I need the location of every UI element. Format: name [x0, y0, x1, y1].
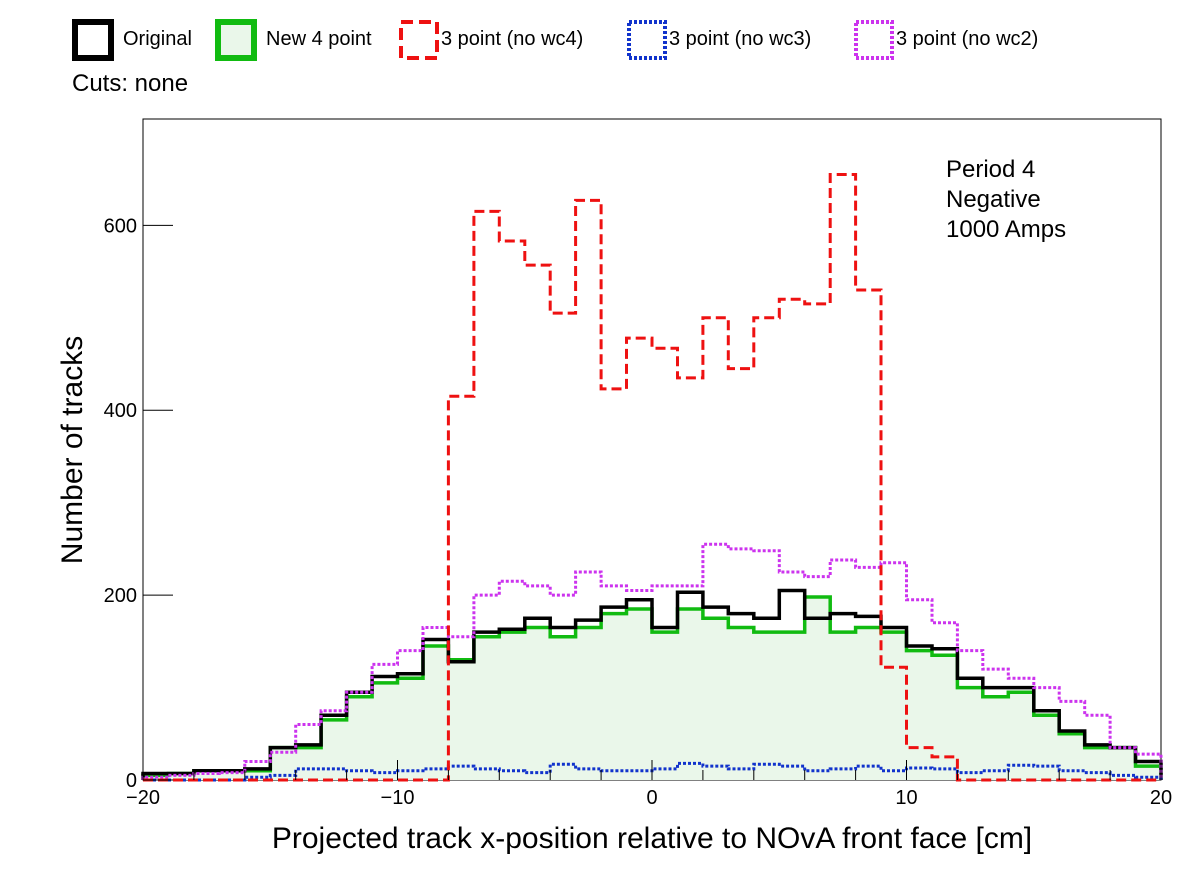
x-tick-label: 10: [895, 787, 917, 809]
legend-label-3-point-no-wc3: 3 point (no wc3): [669, 28, 811, 50]
bin-3-point-no-wc4-22: [703, 318, 728, 780]
x-tick-label: 20: [1150, 787, 1172, 809]
series-line-3-point-no-wc3: [143, 761, 1163, 782]
bin-3-point-no-wc2-34: [1008, 678, 1034, 780]
legend-swatch-3-point-no-wc3: [627, 20, 667, 60]
bin-3-point-no-wc2-8: [347, 692, 372, 780]
legend-item-new-4-point: New 4 point: [215, 19, 372, 61]
series-line-3-point-no-wc2: [141, 542, 1163, 780]
bin-3-point-no-wc2-32: [957, 651, 982, 780]
bin-3-point-no-wc2-35: [1034, 688, 1060, 780]
legend-label-original: Original: [123, 28, 192, 50]
bin-3-point-no-wc4-18: [601, 389, 626, 780]
series-3-point-no-wc2: [141, 542, 1163, 781]
bin-3-point-no-wc2-38: [1110, 748, 1136, 780]
series-line-3-point-no-wc4: [143, 173, 1161, 782]
bin-3-point-no-wc4-23: [728, 369, 754, 780]
annotation-polarity: Negative: [946, 186, 1041, 213]
legend-swatch-new-4-point: [215, 19, 257, 61]
bin-3-point-no-wc4-13: [474, 211, 499, 780]
x-tick-label: −20: [126, 787, 160, 809]
bin-3-point-no-wc4-21: [678, 378, 704, 780]
bin-3-point-no-wc4-15: [525, 265, 551, 780]
bin-3-point-no-wc2-37: [1085, 715, 1110, 780]
bin-3-point-no-wc4-17: [576, 200, 602, 780]
annotation-period: Period 4: [946, 156, 1035, 183]
legend-item-3-point-no-wc4: 3 point (no wc4): [399, 20, 583, 60]
annotation-current: 1000 Amps: [946, 216, 1066, 243]
legend-item-3-point-no-wc3: 3 point (no wc3): [627, 20, 811, 60]
bin-3-point-no-wc4-20: [652, 348, 678, 780]
bin-3-point-no-wc4-31: [932, 757, 958, 780]
bin-3-point-no-wc4-26: [805, 304, 831, 780]
bin-3-point-no-wc4-30: [907, 748, 933, 780]
bin-3-point-no-wc2-11: [423, 628, 448, 781]
bin-3-point-no-wc2-36: [1059, 701, 1085, 780]
bin-3-point-no-wc2-5: [270, 752, 295, 780]
legend-label-3-point-no-wc4: 3 point (no wc4): [441, 28, 583, 50]
bin-3-point-no-wc2-39: [1136, 754, 1162, 780]
legend-swatch-3-point-no-wc2: [854, 20, 894, 60]
bin-3-point-no-wc4-29: [881, 667, 907, 780]
y-tick-label: 0: [126, 770, 137, 792]
plot-annotation: Period 4 Negative 1000 Amps: [946, 156, 1066, 243]
legend-item-original: Original: [72, 19, 192, 61]
y-tick-label: 400: [104, 400, 137, 422]
x-tick-label: 0: [646, 787, 657, 809]
y-axis-title: Number of tracks: [56, 336, 89, 564]
bin-3-point-no-wc2-6: [296, 725, 321, 781]
series-3-point-no-wc4: [143, 173, 1161, 782]
series-3-point-no-wc3: [143, 761, 1163, 782]
bin-3-point-no-wc4-25: [779, 299, 805, 780]
x-tick-label: −10: [381, 787, 415, 809]
bin-3-point-no-wc2-9: [372, 664, 397, 780]
cuts-label: Cuts: none: [72, 70, 188, 97]
bin-3-point-no-wc4-27: [830, 175, 855, 781]
y-tick-label: 200: [104, 585, 137, 607]
bin-3-point-no-wc4-19: [627, 338, 653, 780]
bin-3-point-no-wc2-10: [398, 651, 424, 780]
plot-area: [141, 173, 1163, 782]
bin-3-point-no-wc4-12: [448, 396, 474, 780]
legend-swatch-original: [72, 19, 114, 61]
legend: Original New 4 point 3 point (no wc4) 3 poi…: [72, 19, 1038, 61]
legend-swatch-3-point-no-wc4: [399, 20, 439, 60]
y-tick-label: 600: [104, 215, 137, 237]
series-line-new-4-point: [141, 595, 1163, 780]
bin-3-point-no-wc2-7: [321, 711, 347, 780]
bin-3-point-no-wc2-4: [245, 762, 270, 781]
legend-label-3-point-no-wc2: 3 point (no wc2): [896, 28, 1038, 50]
legend-label-new-4-point: New 4 point: [266, 28, 372, 50]
bin-3-point-no-wc4-24: [754, 318, 780, 780]
legend-item-3-point-no-wc2: 3 point (no wc2): [854, 20, 1038, 60]
bin-3-point-no-wc4-16: [550, 313, 575, 780]
x-axis-title: Projected track x-position relative to N…: [272, 822, 1032, 855]
bin-3-point-no-wc4-14: [499, 241, 525, 780]
bin-3-point-no-wc2-33: [983, 669, 1009, 780]
bin-3-point-no-wc4-28: [856, 290, 882, 780]
